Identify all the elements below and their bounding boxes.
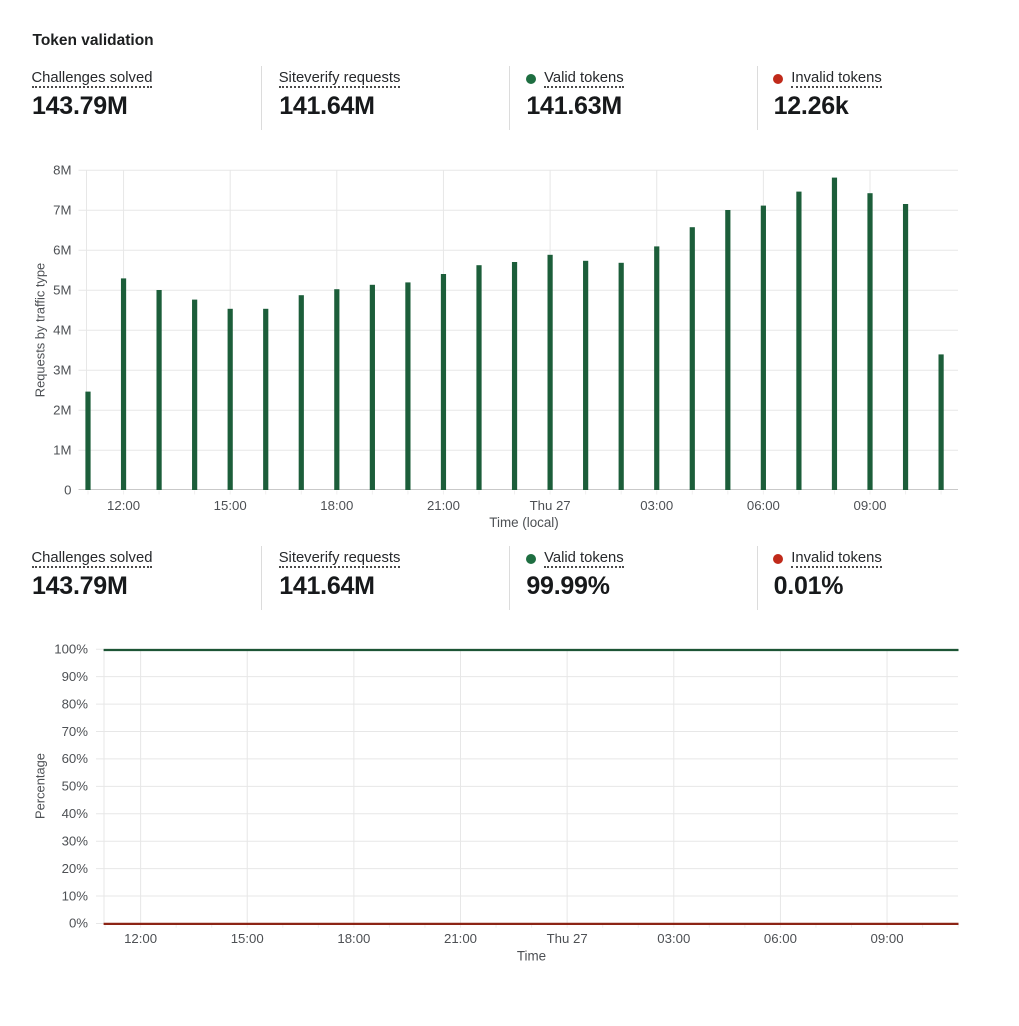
svg-text:03:00: 03:00 xyxy=(657,931,690,946)
svg-text:21:00: 21:00 xyxy=(427,498,460,513)
svg-text:Thu 27: Thu 27 xyxy=(547,931,588,946)
svg-text:10%: 10% xyxy=(62,888,89,903)
svg-text:06:00: 06:00 xyxy=(764,931,797,946)
svg-text:90%: 90% xyxy=(62,669,89,684)
svg-text:5M: 5M xyxy=(53,283,71,298)
svg-text:60%: 60% xyxy=(62,751,89,766)
svg-text:1M: 1M xyxy=(53,443,71,458)
svg-text:09:00: 09:00 xyxy=(854,498,887,513)
svg-text:Requests by traffic type: Requests by traffic type xyxy=(33,263,48,397)
svg-text:21:00: 21:00 xyxy=(444,931,477,946)
svg-text:06:00: 06:00 xyxy=(747,498,780,513)
svg-text:Time (local): Time (local) xyxy=(489,515,558,530)
svg-text:20%: 20% xyxy=(62,861,89,876)
svg-text:7M: 7M xyxy=(53,203,71,218)
svg-text:15:00: 15:00 xyxy=(231,931,264,946)
svg-text:4M: 4M xyxy=(53,323,71,338)
svg-text:3M: 3M xyxy=(53,363,71,378)
svg-text:2M: 2M xyxy=(53,403,71,418)
svg-text:09:00: 09:00 xyxy=(871,931,904,946)
svg-text:18:00: 18:00 xyxy=(337,931,370,946)
svg-text:80%: 80% xyxy=(62,696,89,711)
svg-text:70%: 70% xyxy=(62,724,89,739)
svg-text:18:00: 18:00 xyxy=(320,498,353,513)
svg-text:0: 0 xyxy=(64,483,71,498)
svg-text:0%: 0% xyxy=(69,916,88,931)
svg-text:03:00: 03:00 xyxy=(640,498,673,513)
svg-text:50%: 50% xyxy=(62,779,89,794)
svg-text:12:00: 12:00 xyxy=(107,498,140,513)
svg-text:15:00: 15:00 xyxy=(214,498,247,513)
svg-text:12:00: 12:00 xyxy=(124,931,157,946)
svg-text:30%: 30% xyxy=(62,833,89,848)
svg-text:Time: Time xyxy=(517,949,546,964)
svg-text:Percentage: Percentage xyxy=(33,753,48,819)
svg-text:100%: 100% xyxy=(54,642,88,657)
svg-text:Thu 27: Thu 27 xyxy=(530,498,571,513)
svg-text:6M: 6M xyxy=(53,243,71,258)
svg-text:8M: 8M xyxy=(53,163,71,178)
svg-text:40%: 40% xyxy=(62,806,89,821)
